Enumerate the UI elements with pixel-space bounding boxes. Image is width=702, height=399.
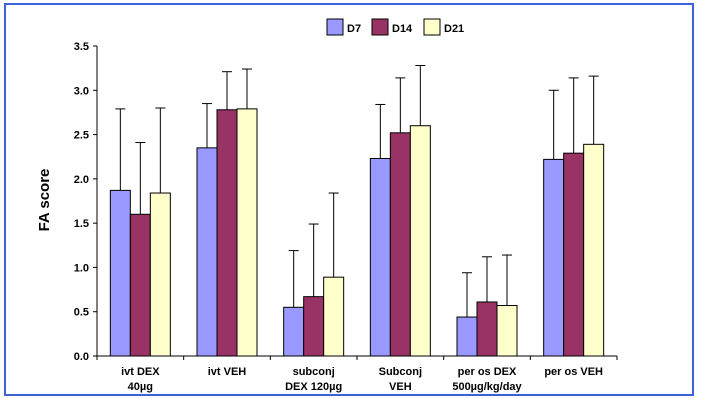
y-tick-label: 3.5 — [74, 41, 89, 53]
bar-d21 — [583, 143, 605, 357]
bars — [109, 108, 605, 357]
x-axis: ivt DEX 40µg ivt VEH subconj DEX 120µg Subcon… — [96, 355, 618, 393]
bar-d7 — [369, 157, 391, 357]
bar-d21 — [409, 125, 431, 357]
y-tick-label: 0.0 — [74, 351, 89, 363]
bar-d14 — [389, 132, 411, 357]
legend-label-d14: D14 — [392, 23, 413, 35]
bar-d14 — [563, 152, 585, 357]
y-tick-label: 2.0 — [74, 174, 89, 186]
bar-d7 — [109, 189, 131, 357]
x-category-label: per os VEH — [544, 366, 603, 378]
bar-d14 — [476, 301, 498, 357]
bar-d14 — [216, 109, 238, 357]
y-tick-label: 1.0 — [74, 262, 89, 274]
bar-d7 — [456, 316, 478, 357]
x-category-label: ivt VEH — [208, 366, 247, 378]
error-bars — [115, 64, 599, 318]
legend-label-d7: D7 — [347, 23, 361, 35]
bar-d7 — [196, 147, 218, 357]
bar-d21 — [323, 276, 345, 357]
legend-label-d21: D21 — [444, 23, 464, 35]
bar-d21 — [496, 305, 518, 357]
x-category-label: Subconj VEH — [379, 366, 422, 393]
x-category-label: per os DEX 500µg/kg/day — [452, 366, 522, 393]
bar-d14 — [303, 296, 325, 357]
y-axis: 0.0 0.5 1.0 1.5 2.0 2.5 3.0 3.5 — [74, 41, 98, 363]
x-category-label: ivt DEX 40µg — [121, 366, 160, 393]
legend-swatch-d14 — [371, 18, 389, 36]
y-tick-label: 0.5 — [74, 307, 89, 319]
bar-d14 — [129, 213, 151, 357]
legend-swatch-d21 — [423, 18, 441, 36]
legend: D7 D14 D21 — [326, 18, 464, 36]
y-tick-label: 2.5 — [74, 130, 89, 142]
y-tick-label: 3.0 — [74, 85, 89, 97]
y-tick-label: 1.5 — [74, 218, 89, 230]
bar-d7 — [543, 158, 565, 357]
y-axis-label: FA score — [36, 169, 53, 232]
legend-swatch-d7 — [326, 18, 344, 36]
bar-d21 — [236, 108, 258, 357]
bar-d7 — [283, 306, 305, 357]
bar-d21 — [149, 192, 171, 357]
x-category-label: subconj DEX 120µg — [285, 366, 342, 393]
